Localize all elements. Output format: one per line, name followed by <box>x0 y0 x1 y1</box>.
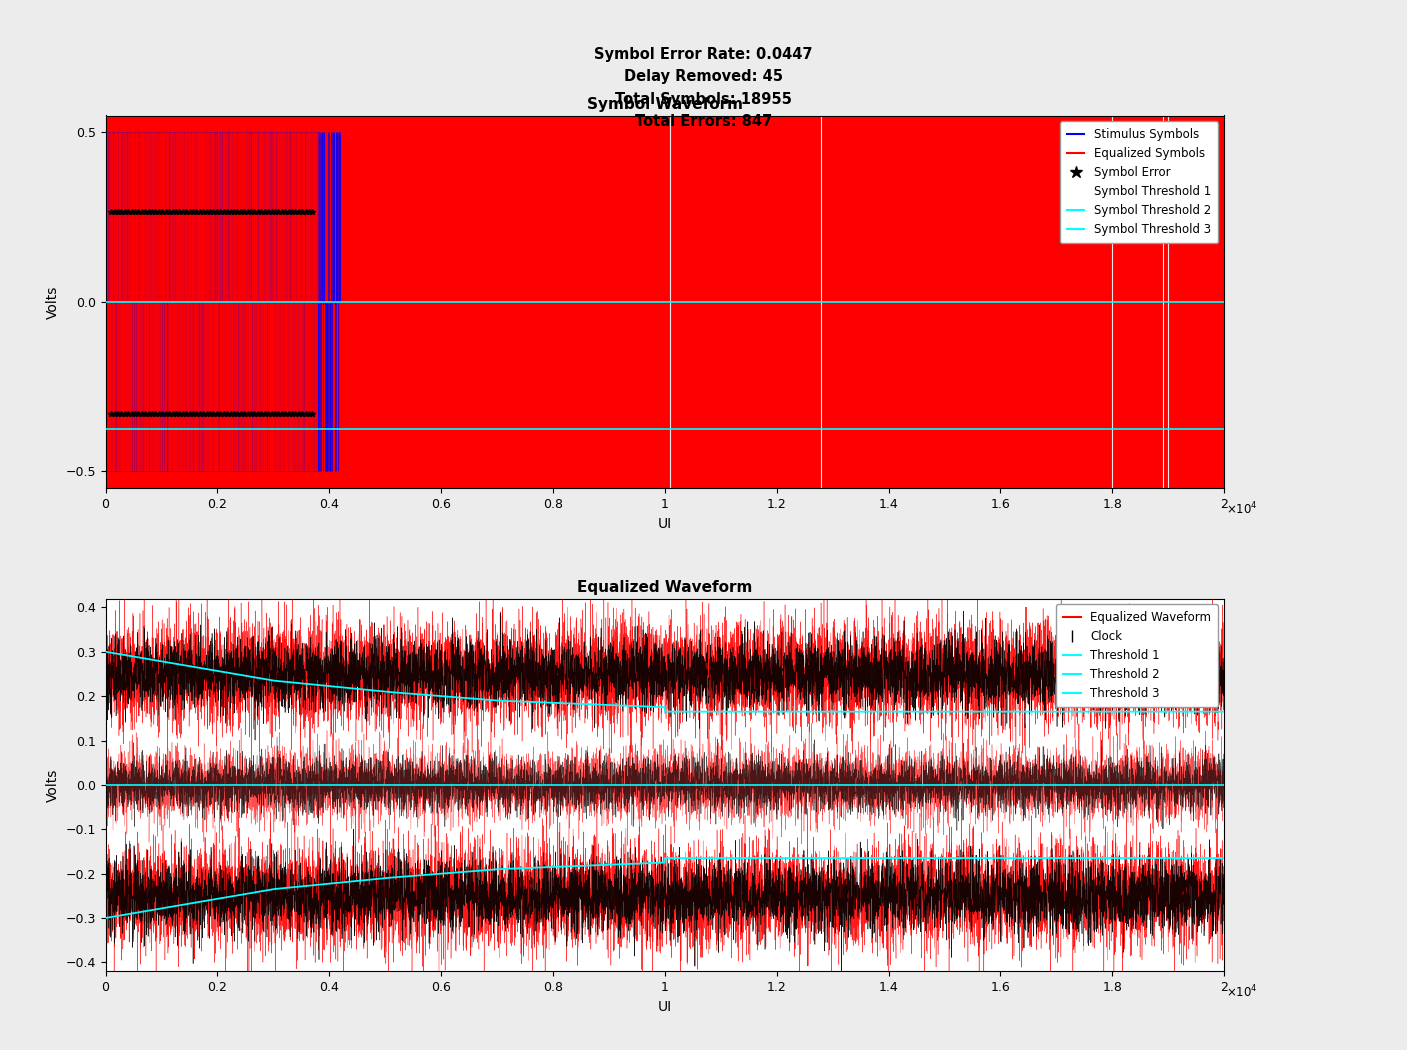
Text: Symbol Error Rate: 0.0447
Delay Removed: 45
Total Symbols: 18955
Total Errors: 8: Symbol Error Rate: 0.0447 Delay Removed:… <box>594 47 813 129</box>
Text: $\times10^4$: $\times10^4$ <box>1227 984 1258 1001</box>
Legend: Stimulus Symbols, Equalized Symbols, Symbol Error, Symbol Threshold 1, Symbol Th: Stimulus Symbols, Equalized Symbols, Sym… <box>1059 122 1218 244</box>
Y-axis label: Volts: Volts <box>46 286 59 318</box>
X-axis label: UI: UI <box>657 1000 673 1013</box>
Y-axis label: Volts: Volts <box>46 769 61 801</box>
X-axis label: UI: UI <box>657 517 673 530</box>
Title: Symbol Waveform: Symbol Waveform <box>587 97 743 111</box>
Title: Equalized Waveform: Equalized Waveform <box>577 580 753 594</box>
Text: $\times10^4$: $\times10^4$ <box>1227 501 1258 518</box>
Legend: Equalized Waveform, Clock, Threshold 1, Threshold 2, Threshold 3: Equalized Waveform, Clock, Threshold 1, … <box>1055 605 1218 708</box>
